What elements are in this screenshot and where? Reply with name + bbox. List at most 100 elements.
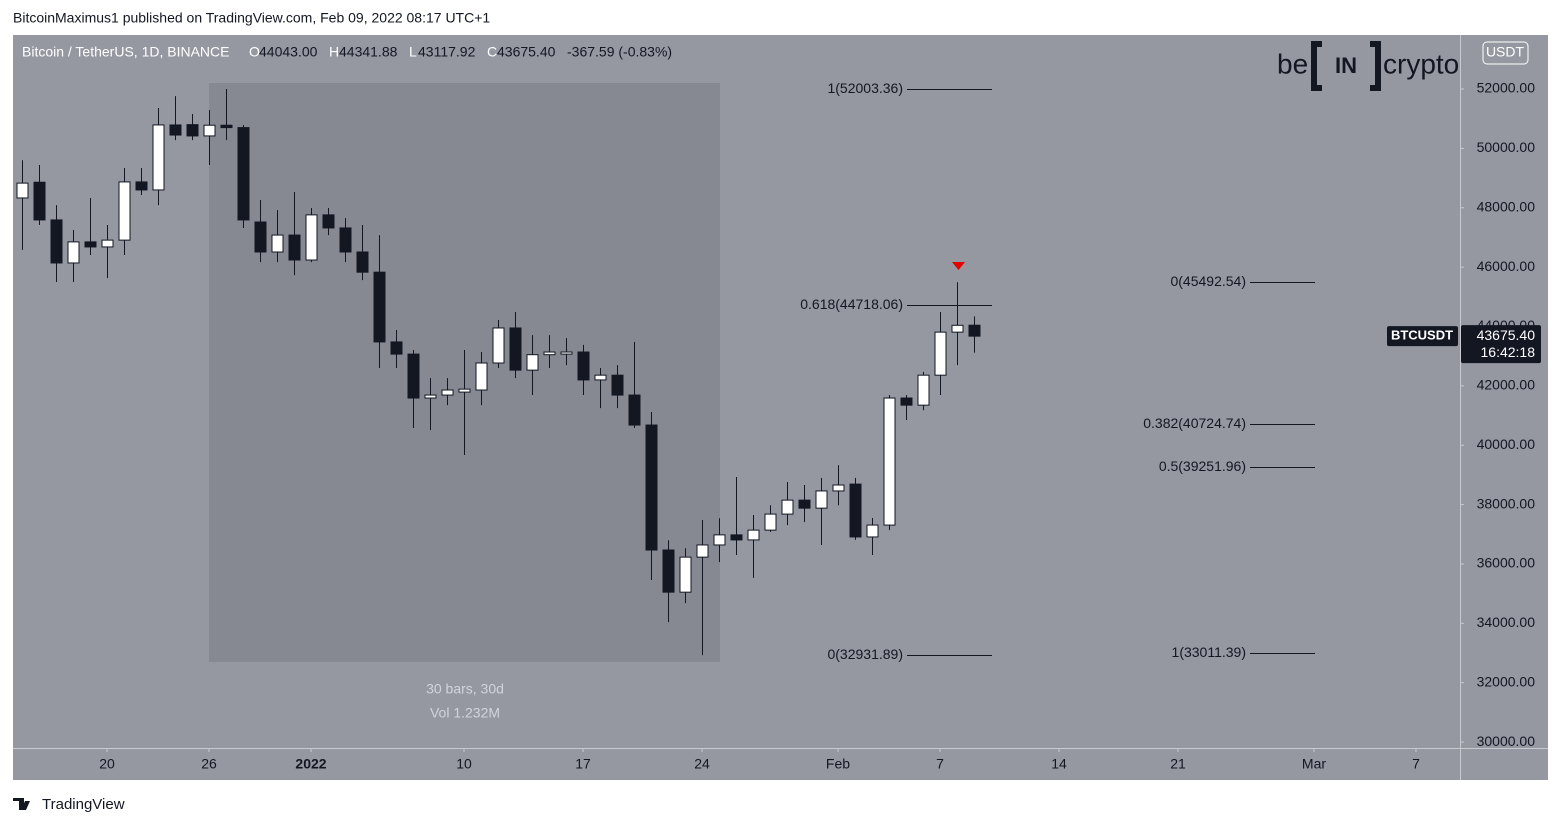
x-tick-label: 24 xyxy=(694,756,710,772)
currency: USDT xyxy=(1486,44,1525,60)
candle-body xyxy=(458,388,471,393)
candle-body xyxy=(611,374,624,396)
watermark: IN xyxy=(1335,53,1357,78)
candle-body xyxy=(679,556,692,593)
candle-body xyxy=(866,524,879,538)
fib-label: 1(33011.39) xyxy=(1172,644,1246,660)
candle-body xyxy=(526,354,539,371)
tv-logo xyxy=(13,798,30,810)
candle-body xyxy=(441,389,454,396)
candle-body xyxy=(560,351,573,355)
candle-body xyxy=(645,424,658,551)
candle-body xyxy=(118,181,131,241)
ohlc-key: O xyxy=(249,44,260,60)
candle-body xyxy=(577,351,590,381)
x-tick-label: 7 xyxy=(1412,756,1420,772)
candle-body xyxy=(203,124,216,137)
fib-label: 0(32931.89) xyxy=(827,646,903,662)
candle-body xyxy=(832,484,845,492)
candle-body xyxy=(305,214,318,261)
y-tick-label: 52000.00 xyxy=(1477,80,1536,96)
candle-body xyxy=(934,331,947,376)
ohlc-value: 44341.88 xyxy=(339,44,398,60)
y-tick-label: 36000.00 xyxy=(1477,555,1536,571)
candle-body xyxy=(186,124,199,137)
candle-body xyxy=(16,182,29,199)
y-tick-label: 40000.00 xyxy=(1477,436,1536,452)
y-tick-label: 50000.00 xyxy=(1477,139,1536,155)
candle-body xyxy=(271,234,284,253)
candle-body xyxy=(373,271,386,343)
measure-text: 30 bars, 30d xyxy=(426,681,504,697)
watermark: crypto xyxy=(1383,48,1459,79)
fib-label: 1(52003.36) xyxy=(827,80,903,96)
signal-marker xyxy=(952,262,965,270)
candle-body xyxy=(730,534,743,541)
price-tag xyxy=(1461,325,1541,364)
candle-body xyxy=(798,499,811,509)
x-tick-label: 17 xyxy=(575,756,591,772)
x-tick-label: 7 xyxy=(936,756,944,772)
fib-label: 0.382(40724.74) xyxy=(1143,415,1246,431)
candle-body xyxy=(50,219,63,264)
ohlc-value: 44043.00 xyxy=(259,44,318,60)
measure-text: Vol 1.232M xyxy=(430,705,500,721)
candle-body xyxy=(696,544,709,558)
x-tick-label: Mar xyxy=(1302,756,1326,772)
header: BitcoinMaximus1 published on TradingView… xyxy=(13,10,490,26)
ohlc-key: C xyxy=(487,44,497,60)
candle-body xyxy=(475,362,488,391)
candle-body xyxy=(628,394,641,426)
candle-body xyxy=(390,341,403,355)
y-tick-label: 32000.00 xyxy=(1477,673,1536,689)
candle-body xyxy=(169,124,182,136)
candle-body xyxy=(747,529,760,541)
watermark-bracket xyxy=(1311,41,1381,91)
candle-body xyxy=(951,324,964,333)
footer: TradingView xyxy=(42,796,125,813)
candle-body xyxy=(849,483,862,538)
watermark: be xyxy=(1277,48,1308,79)
candle-body xyxy=(135,181,148,191)
candle-body xyxy=(407,353,420,399)
ohlc-value: 43675.40 xyxy=(497,44,556,60)
candle-body xyxy=(254,221,267,253)
candle-body xyxy=(152,124,165,191)
ohlc-value: 43117.92 xyxy=(418,44,476,60)
symbol-label: BTCUSDT xyxy=(1391,328,1453,343)
price-label: 43675.40 xyxy=(1477,327,1536,343)
fib-label: 0(45492.54) xyxy=(1170,273,1246,289)
candle-body xyxy=(968,324,981,337)
ohlc-key: L xyxy=(409,44,417,60)
y-tick-label: 48000.00 xyxy=(1477,198,1536,214)
candle-body xyxy=(543,351,556,356)
countdown: 16:42:18 xyxy=(1481,344,1536,360)
fib-label: 0.5(39251.96) xyxy=(1159,458,1246,474)
y-tick-label: 42000.00 xyxy=(1477,377,1536,393)
y-tick-label: 34000.00 xyxy=(1477,614,1536,630)
candle-body xyxy=(917,374,930,406)
candle-body xyxy=(322,214,335,229)
candle-body xyxy=(356,251,369,273)
candle-body xyxy=(713,534,726,546)
y-tick-label: 30000.00 xyxy=(1477,733,1536,749)
candle-body xyxy=(84,241,97,248)
candle-body xyxy=(883,397,896,526)
ohlc-change: -367.59 (-0.83%) xyxy=(567,44,672,60)
candle-body xyxy=(764,513,777,531)
candle-body xyxy=(67,241,80,264)
candle-body xyxy=(492,327,505,364)
candle-body xyxy=(424,394,437,399)
candle-body xyxy=(509,327,522,371)
chart-title: Bitcoin / TetherUS, 1D, BINANCE xyxy=(22,44,229,60)
symbol-tag xyxy=(1387,326,1458,347)
candle-body xyxy=(594,374,607,381)
candle-body xyxy=(237,127,250,221)
x-tick-label: 26 xyxy=(201,756,217,772)
candle-body xyxy=(662,549,675,593)
currency-box xyxy=(1482,41,1529,65)
candle-body xyxy=(781,499,794,515)
x-tick-label: 20 xyxy=(99,756,115,772)
